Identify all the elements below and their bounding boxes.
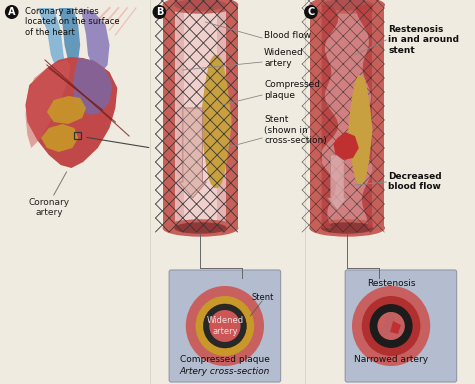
Text: Decreased
blood flow: Decreased blood flow bbox=[388, 172, 442, 191]
FancyArrow shape bbox=[179, 108, 206, 198]
Circle shape bbox=[352, 286, 430, 366]
Circle shape bbox=[203, 304, 247, 348]
Polygon shape bbox=[163, 5, 175, 228]
Text: Stent: Stent bbox=[251, 293, 274, 303]
Polygon shape bbox=[59, 8, 80, 62]
Ellipse shape bbox=[322, 223, 372, 233]
Polygon shape bbox=[41, 124, 78, 152]
Text: Coronary arteries
located on the surface
of the heart: Coronary arteries located on the surface… bbox=[26, 7, 120, 37]
Polygon shape bbox=[226, 5, 238, 228]
Text: A: A bbox=[8, 7, 16, 17]
Polygon shape bbox=[175, 5, 184, 228]
Ellipse shape bbox=[310, 220, 384, 236]
Polygon shape bbox=[73, 58, 113, 115]
Circle shape bbox=[152, 5, 166, 19]
Polygon shape bbox=[26, 60, 70, 148]
Circle shape bbox=[209, 310, 240, 342]
Ellipse shape bbox=[175, 0, 226, 10]
Polygon shape bbox=[175, 5, 226, 228]
Text: Widened
artery: Widened artery bbox=[264, 48, 304, 68]
Polygon shape bbox=[355, 5, 372, 228]
Polygon shape bbox=[320, 5, 338, 228]
Text: Compressed
plaque: Compressed plaque bbox=[264, 80, 320, 100]
Polygon shape bbox=[348, 75, 372, 185]
Polygon shape bbox=[217, 5, 226, 228]
Text: Artery cross-section: Artery cross-section bbox=[180, 366, 270, 376]
Ellipse shape bbox=[163, 220, 238, 236]
Polygon shape bbox=[47, 96, 86, 124]
Ellipse shape bbox=[163, 0, 238, 13]
Text: B: B bbox=[156, 7, 163, 17]
Circle shape bbox=[378, 312, 405, 340]
FancyBboxPatch shape bbox=[169, 270, 281, 382]
Text: Stent
(shown in
cross-section): Stent (shown in cross-section) bbox=[264, 115, 327, 145]
Text: Narrowed artery: Narrowed artery bbox=[354, 356, 428, 364]
Polygon shape bbox=[200, 55, 231, 188]
Polygon shape bbox=[80, 8, 110, 72]
Text: Blood flow: Blood flow bbox=[264, 30, 311, 40]
Circle shape bbox=[362, 296, 420, 356]
Polygon shape bbox=[333, 132, 359, 160]
Bar bbox=[74, 132, 81, 139]
Circle shape bbox=[196, 296, 254, 356]
Polygon shape bbox=[26, 57, 117, 168]
Circle shape bbox=[304, 5, 318, 19]
Text: Compressed plaque: Compressed plaque bbox=[180, 356, 270, 364]
Text: Restenosis: Restenosis bbox=[367, 280, 415, 288]
Circle shape bbox=[186, 286, 264, 366]
Polygon shape bbox=[380, 313, 404, 336]
Text: Restenosis
in and around
stent: Restenosis in and around stent bbox=[388, 25, 459, 55]
Polygon shape bbox=[372, 5, 384, 228]
FancyArrow shape bbox=[328, 155, 347, 210]
Circle shape bbox=[5, 5, 19, 19]
Circle shape bbox=[370, 304, 413, 348]
FancyBboxPatch shape bbox=[345, 270, 456, 382]
Ellipse shape bbox=[310, 0, 384, 13]
Text: Coronary
artery: Coronary artery bbox=[28, 198, 69, 217]
Text: C: C bbox=[307, 7, 314, 17]
Text: Widened
artery: Widened artery bbox=[206, 316, 244, 336]
Polygon shape bbox=[390, 321, 401, 334]
Polygon shape bbox=[310, 5, 322, 228]
Polygon shape bbox=[322, 5, 372, 228]
Ellipse shape bbox=[322, 0, 372, 10]
Ellipse shape bbox=[175, 223, 226, 233]
Polygon shape bbox=[37, 8, 66, 72]
